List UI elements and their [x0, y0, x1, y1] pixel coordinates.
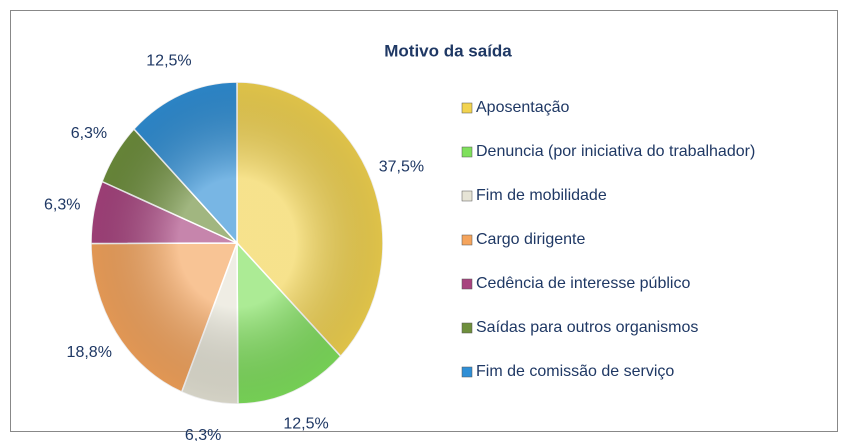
legend-swatch	[461, 234, 473, 246]
data-label: 6,3%	[44, 196, 80, 213]
data-label: 6,3%	[71, 125, 107, 142]
legend-label: Saídas para outros organismos	[476, 319, 698, 336]
legend-label: Cargo dirigente	[476, 231, 586, 248]
data-label: 37,5%	[379, 159, 424, 176]
legend-swatch	[461, 146, 473, 158]
legend-label: Aposentação	[476, 99, 570, 116]
legend-label: Fim de comissão de serviço	[476, 363, 674, 380]
data-label: 12,5%	[283, 415, 328, 432]
legend-swatch	[461, 322, 473, 334]
legend-label: Cedência de interesse público	[476, 275, 690, 292]
legend-swatch	[461, 190, 473, 202]
data-label: 18,8%	[67, 344, 112, 361]
legend-swatch	[461, 278, 473, 290]
data-label: 6,3%	[185, 427, 221, 441]
legend-label: Fim de mobilidade	[476, 187, 607, 204]
legend-swatch	[461, 366, 473, 378]
chart-title: Motivo da saída	[384, 41, 512, 60]
data-label: 12,5%	[146, 53, 191, 70]
legend-swatch	[461, 102, 473, 114]
legend-label: Denuncia (por iniciativa do trabalhador)	[476, 143, 755, 160]
